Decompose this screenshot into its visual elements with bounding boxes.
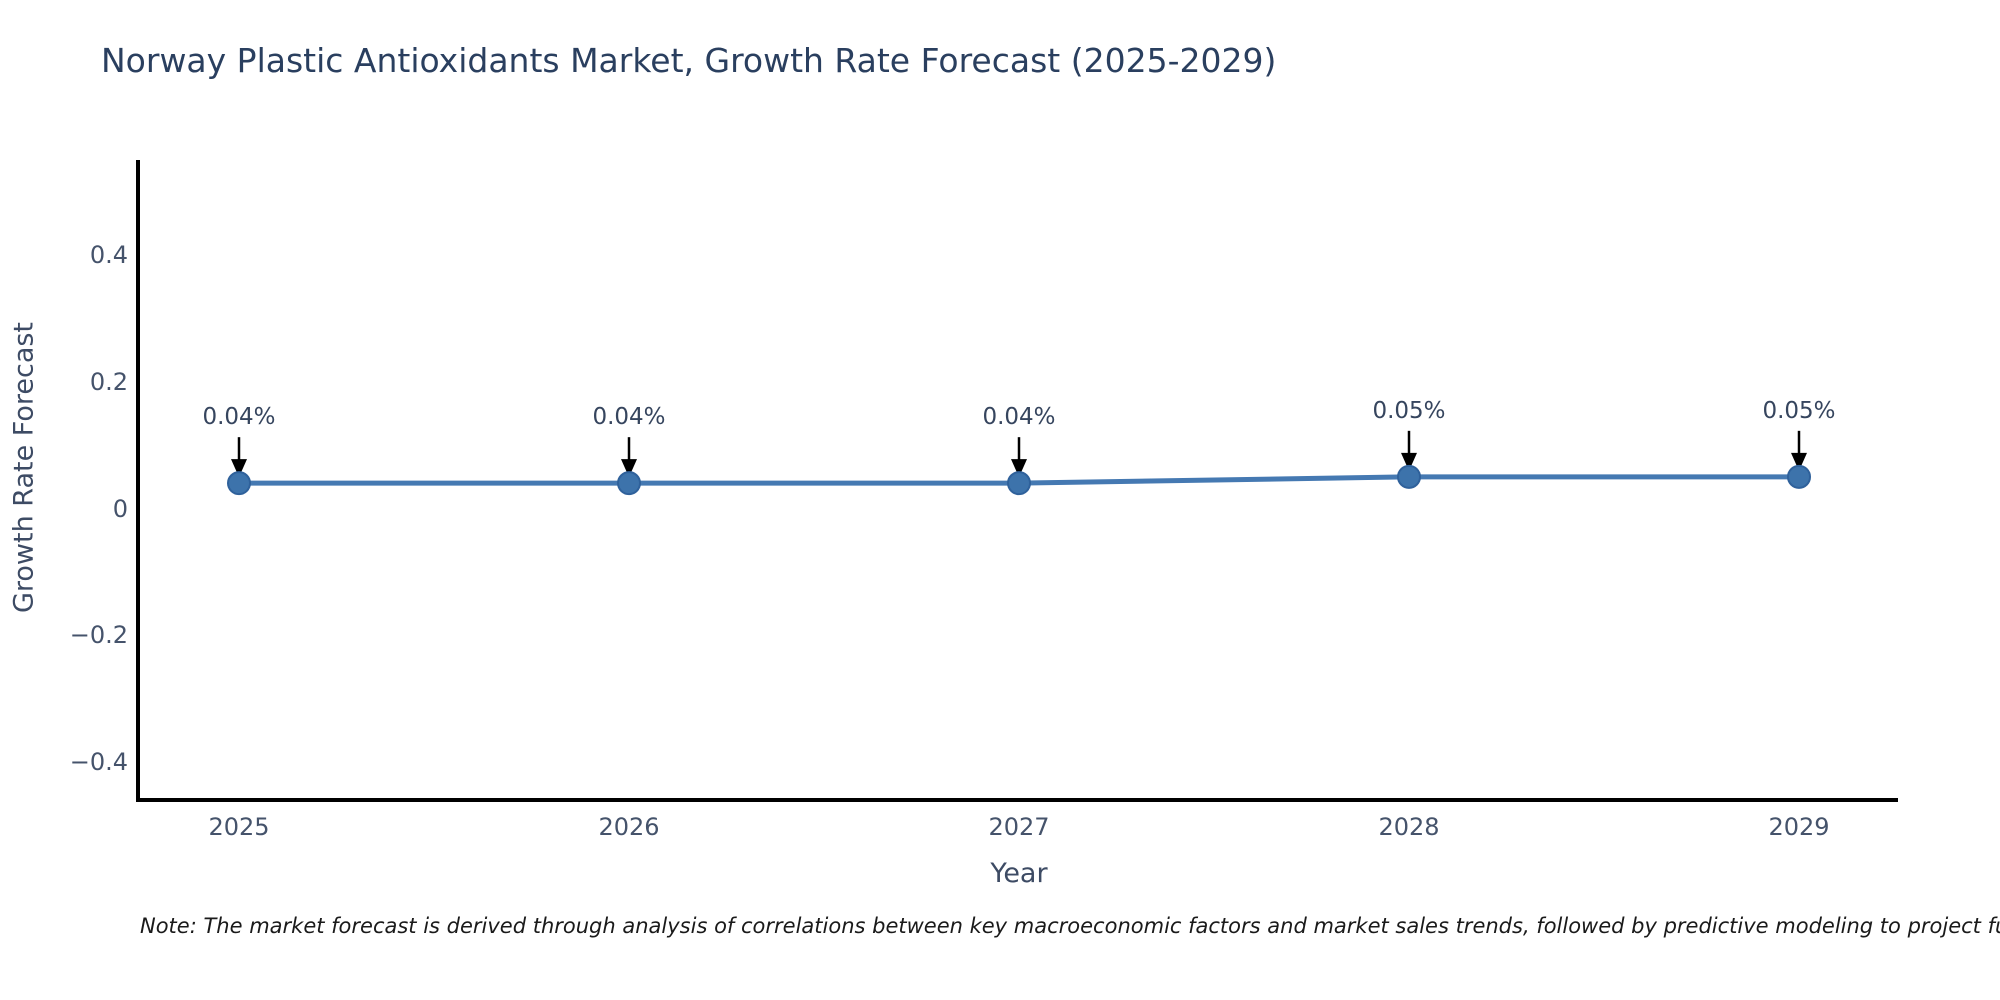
data-point-marker xyxy=(617,471,641,496)
x-tick-label: 2028 xyxy=(1378,813,1440,841)
y-tick-label: 0.2 xyxy=(89,367,128,396)
chart-title: Norway Plastic Antioxidants Market, Grow… xyxy=(101,41,1277,80)
annotation-arrowhead xyxy=(621,459,637,478)
data-point-marker xyxy=(1007,471,1031,496)
annotation-arrowhead xyxy=(231,459,247,478)
y-tick-label: 0 xyxy=(112,494,128,523)
data-point-annotation: 0.05% xyxy=(1372,397,1446,424)
data-point-marker xyxy=(227,471,251,496)
annotation-arrowhead xyxy=(1401,452,1417,471)
data-point-marker xyxy=(1787,464,1811,489)
data-point-annotation: 0.04% xyxy=(982,404,1056,431)
data-point-marker xyxy=(1397,464,1421,489)
x-tick-label: 2027 xyxy=(988,813,1050,841)
data-point-annotation: 0.04% xyxy=(592,404,666,431)
x-tick-label: 2025 xyxy=(208,813,270,841)
y-tick-label: −0.2 xyxy=(69,621,128,650)
x-tick-label: 2029 xyxy=(1768,813,1830,841)
footnote: Note: The market forecast is derived thr… xyxy=(140,914,2000,938)
y-tick-label: 0.4 xyxy=(89,241,128,270)
data-point-annotation: 0.05% xyxy=(1762,397,1836,424)
x-tick-label: 2026 xyxy=(598,813,660,841)
annotation-arrowhead xyxy=(1791,452,1807,471)
x-axis-title: Year xyxy=(990,858,1048,889)
annotation-arrowhead xyxy=(1011,459,1027,478)
y-tick-label: −0.4 xyxy=(69,747,128,776)
data-point-annotation: 0.04% xyxy=(202,404,276,431)
